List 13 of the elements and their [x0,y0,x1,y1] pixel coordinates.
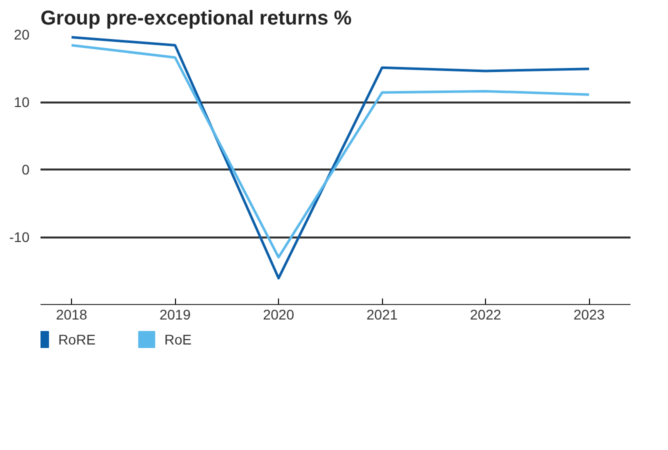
x-tick-label: 2021 [366,306,398,322]
legend-label: RoRE [58,332,96,348]
x-tick-label: 2018 [56,306,88,322]
y-tick-label: 20 [14,26,30,42]
y-tick-label: -10 [9,229,30,245]
legend-label: RoE [164,332,192,348]
x-tick-label: 2019 [159,306,191,322]
y-tick-label: 10 [14,94,30,110]
x-tick-label: 2022 [470,306,502,322]
y-tick-label: 0 [22,162,30,178]
x-tick-label: 2020 [263,306,294,322]
chart-title: Group pre-exceptional returns % [40,8,352,30]
x-tick-label: 2023 [574,306,605,322]
